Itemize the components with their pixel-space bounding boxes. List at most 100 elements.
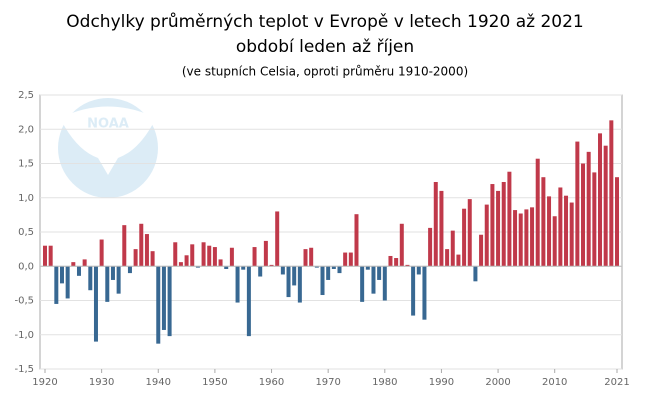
bar xyxy=(569,202,574,267)
chart-subtitle: (ve stupních Celsia, oproti průměru 1910… xyxy=(182,65,468,79)
bar xyxy=(48,245,53,267)
bar xyxy=(116,266,121,294)
bar xyxy=(609,120,614,267)
bar xyxy=(586,151,591,267)
y-tick-label: 0,5 xyxy=(18,227,34,238)
bar xyxy=(445,249,450,267)
bar xyxy=(603,145,608,267)
logo-text: NOAA xyxy=(87,117,129,132)
bar xyxy=(178,262,183,267)
x-tick-label: 1970 xyxy=(315,377,340,388)
bar xyxy=(212,247,217,267)
y-tick-label: 0,0 xyxy=(18,261,34,272)
x-tick-label: 2010 xyxy=(542,377,567,388)
y-tick-label: 2,5 xyxy=(18,90,34,101)
bar xyxy=(88,266,93,291)
bar xyxy=(456,254,461,267)
x-tick-label: 1950 xyxy=(202,377,227,388)
bar xyxy=(71,262,76,267)
bar xyxy=(195,266,200,268)
bar xyxy=(133,249,138,267)
x-tick-label: 1980 xyxy=(372,377,397,388)
bar xyxy=(99,239,104,267)
x-tick-label: 1920 xyxy=(32,377,57,388)
bar xyxy=(235,266,240,303)
bar xyxy=(354,214,359,267)
bar xyxy=(246,266,251,337)
bar xyxy=(167,266,172,337)
bar xyxy=(43,245,47,267)
bar xyxy=(59,266,64,284)
bar xyxy=(433,181,438,267)
bar xyxy=(558,187,563,267)
bar xyxy=(139,223,144,267)
bar xyxy=(547,196,552,267)
bar xyxy=(207,245,212,267)
bar xyxy=(507,171,512,267)
bar xyxy=(127,266,132,274)
x-tick-label: 1960 xyxy=(259,377,284,388)
bar xyxy=(309,247,314,267)
bar xyxy=(592,172,597,267)
bar xyxy=(422,266,427,320)
bar xyxy=(105,266,110,302)
bar xyxy=(303,249,308,267)
bar xyxy=(224,266,229,269)
bar xyxy=(513,210,518,267)
bar xyxy=(598,133,603,267)
bar xyxy=(93,266,98,342)
bar xyxy=(348,252,353,267)
bar xyxy=(122,225,127,267)
bar xyxy=(564,195,569,267)
bar xyxy=(150,251,155,267)
bar xyxy=(337,266,342,274)
bar xyxy=(320,266,325,296)
chart-subtitle-line: období leden až říjen xyxy=(236,37,414,57)
bar xyxy=(275,211,280,267)
bar xyxy=(190,244,195,267)
logo: NOAA xyxy=(58,98,158,198)
logo-circle xyxy=(58,98,158,198)
y-tick-label: -1,5 xyxy=(14,364,34,375)
bar xyxy=(581,163,586,267)
bar xyxy=(54,266,59,304)
x-tick-label: 1990 xyxy=(429,377,454,388)
bar xyxy=(467,199,472,267)
bar xyxy=(218,259,223,267)
bar xyxy=(144,234,149,267)
bar xyxy=(297,266,302,303)
bar xyxy=(479,234,484,267)
bar xyxy=(252,247,257,267)
bar xyxy=(314,266,319,268)
bar xyxy=(411,266,416,316)
bar xyxy=(377,266,382,280)
bar xyxy=(382,266,387,301)
y-tick-label: 1,5 xyxy=(18,159,34,170)
bar xyxy=(173,242,178,267)
bar xyxy=(269,264,274,267)
bar xyxy=(450,230,455,267)
bar xyxy=(371,266,376,294)
bar xyxy=(263,240,268,267)
bar xyxy=(286,266,291,298)
x-tick-label: 2000 xyxy=(485,377,510,388)
bar xyxy=(161,266,166,330)
bar xyxy=(110,266,115,280)
bar xyxy=(535,158,540,267)
bar xyxy=(575,141,580,267)
bar xyxy=(530,207,535,267)
bar xyxy=(331,266,336,269)
bar xyxy=(615,177,619,267)
bar xyxy=(201,242,206,267)
bar xyxy=(394,258,399,267)
y-tick-label: -0,5 xyxy=(14,296,34,307)
bar xyxy=(292,266,297,286)
logo-bird xyxy=(60,106,156,175)
bar xyxy=(82,259,87,267)
bar xyxy=(518,213,523,267)
bar xyxy=(484,204,489,267)
chart-title: Odchylky průměrných teplot v Evropě v le… xyxy=(66,12,583,32)
bar xyxy=(241,266,246,270)
